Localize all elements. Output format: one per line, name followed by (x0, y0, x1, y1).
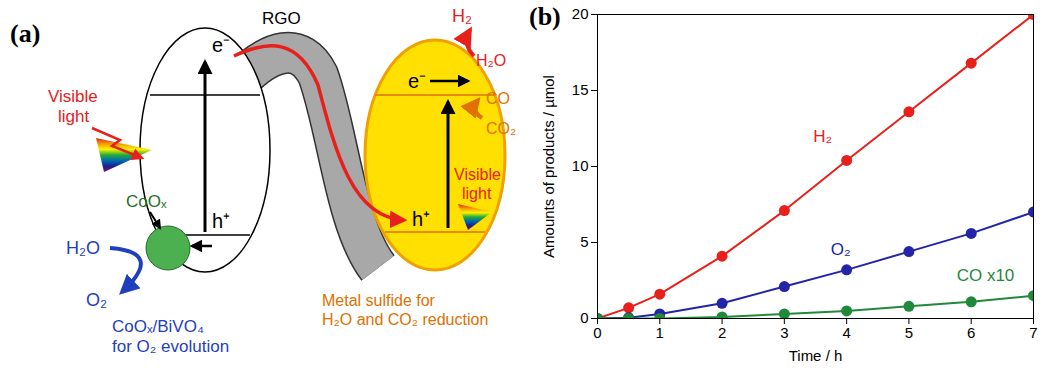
svg-text:H₂: H₂ (452, 6, 472, 26)
svg-text:H₂O: H₂O (66, 238, 100, 258)
svg-text:H₂O: H₂O (476, 52, 506, 69)
svg-text:Visiblelight: Visiblelight (454, 166, 501, 202)
svg-text:20: 20 (572, 5, 589, 22)
svg-text:CO₂: CO₂ (486, 120, 516, 137)
svg-text:CO: CO (486, 90, 510, 107)
svg-text:0: 0 (593, 324, 601, 341)
svg-text:1: 1 (656, 324, 664, 341)
svg-text:Amounts of products / µmol: Amounts of products / µmol (540, 75, 557, 258)
svg-text:7: 7 (1029, 324, 1037, 341)
svg-text:h⁺: h⁺ (212, 210, 230, 232)
svg-text:RGO: RGO (262, 9, 301, 28)
svg-text:0: 0 (580, 309, 588, 326)
svg-text:H₂: H₂ (813, 127, 832, 146)
svg-text:O₂: O₂ (86, 290, 107, 310)
svg-text:e⁻: e⁻ (408, 70, 426, 92)
svg-text:4: 4 (842, 324, 850, 341)
svg-text:Visiblelight: Visiblelight (48, 87, 98, 126)
svg-text:e⁻: e⁻ (212, 34, 230, 56)
svg-text:CoOₓ: CoOₓ (126, 192, 167, 211)
svg-text:CO x10: CO x10 (957, 266, 1015, 285)
svg-text:2: 2 (718, 324, 726, 341)
svg-text:5: 5 (905, 324, 913, 341)
svg-text:CoOₓ/BiVO₄for O₂ evolution: CoOₓ/BiVO₄for O₂ evolution (112, 317, 229, 356)
svg-text:15: 15 (572, 81, 589, 98)
svg-text:Metal sulfide forH₂O and CO₂ r: Metal sulfide forH₂O and CO₂ reduction (322, 292, 488, 328)
svg-text:Time / h: Time / h (789, 347, 843, 364)
svg-text:O₂: O₂ (831, 240, 851, 259)
svg-text:6: 6 (967, 324, 975, 341)
svg-text:h⁺: h⁺ (412, 208, 430, 230)
svg-text:3: 3 (780, 324, 788, 341)
svg-text:(a): (a) (10, 19, 40, 48)
svg-text:5: 5 (580, 233, 588, 250)
html-text:(b): (b) (529, 2, 561, 31)
svg-text:10: 10 (572, 157, 589, 174)
